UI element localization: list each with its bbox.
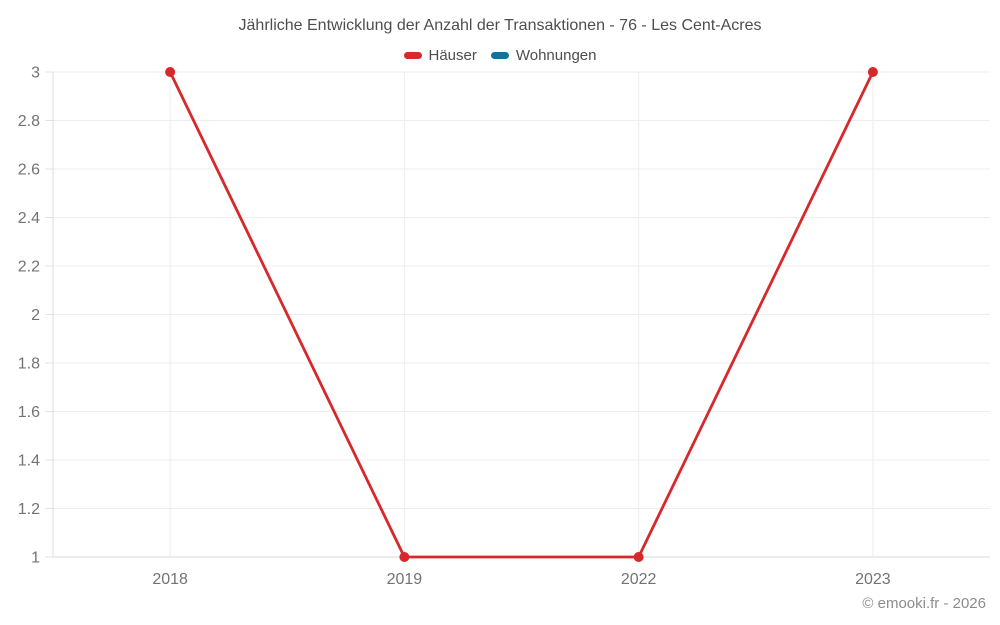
y-tick-label: 2 [31, 307, 40, 324]
x-tick-label: 2022 [621, 571, 657, 588]
legend-swatch-icon [403, 51, 422, 59]
y-tick-label: 1.2 [18, 501, 40, 518]
series-line-häuser [168, 70, 875, 559]
y-tick-label: 2.2 [18, 259, 40, 276]
y-tick-label: 3 [31, 65, 40, 82]
x-tick-label: 2019 [387, 571, 423, 588]
data-point-häuser-2018[interactable] [165, 67, 176, 77]
legend-item-häuser[interactable]: Häuser [403, 46, 477, 64]
x-tick-label: 2018 [152, 571, 188, 588]
data-point-häuser-2022[interactable] [633, 552, 644, 562]
legend-label: Wohnungen [515, 46, 597, 64]
legend-swatch-icon [490, 51, 509, 59]
x-tick-label: 2023 [855, 571, 891, 588]
y-tick-label: 1.8 [18, 356, 40, 373]
y-tick-label: 1.6 [18, 404, 40, 421]
y-tick-label: 1.4 [18, 453, 40, 470]
y-tick-label: 2.6 [18, 162, 40, 179]
y-tick-label: 1 [31, 550, 40, 567]
legend-label: Häuser [428, 46, 477, 64]
copyright-credit: © emooki.fr - 2026 [862, 595, 986, 612]
data-point-häuser-2019[interactable] [399, 552, 410, 562]
chart-title: Jährliche Entwicklung der Anzahl der Tra… [238, 17, 762, 34]
legend-item-wohnungen[interactable]: Wohnungen [490, 46, 597, 64]
y-tick-label: 2.4 [18, 210, 40, 227]
data-point-häuser-2023[interactable] [867, 67, 878, 77]
y-tick-label: 2.8 [18, 113, 40, 130]
legend: Häuser Wohnungen [0, 45, 1000, 65]
